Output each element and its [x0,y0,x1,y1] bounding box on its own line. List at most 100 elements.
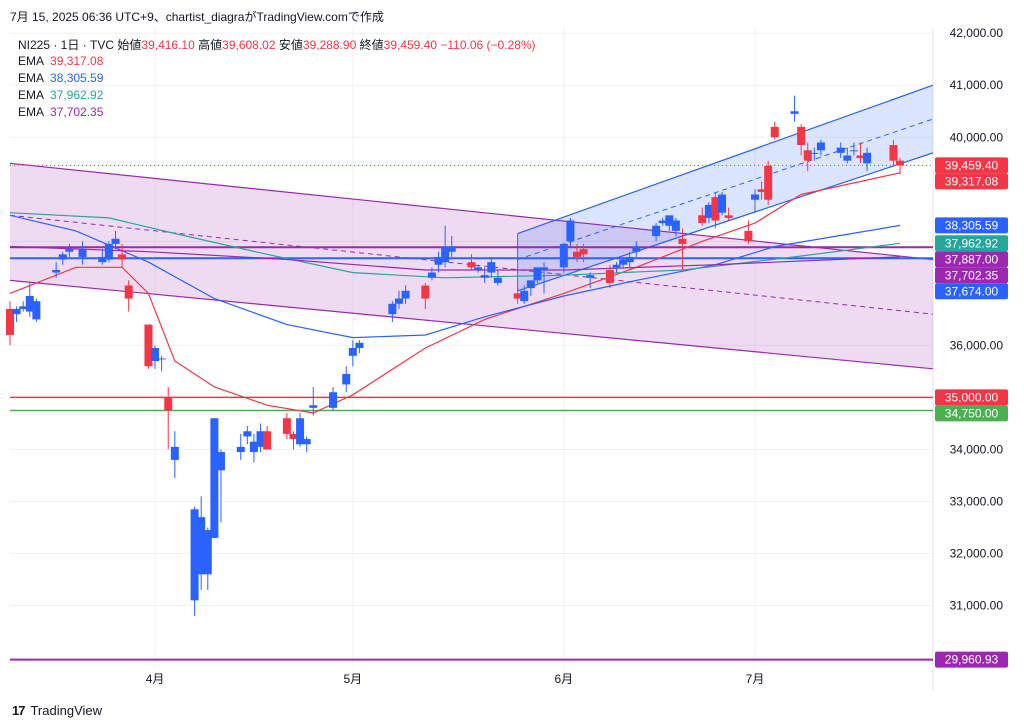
candle-body [474,267,483,270]
candle-body [65,249,74,252]
candle-body [236,446,245,453]
candle-body [586,275,595,278]
ema-legend-3[interactable]: EMA 37,962.92 [18,88,103,102]
candle [579,243,588,263]
candle-body [816,142,825,151]
candle [849,142,858,156]
candle-body [625,256,634,263]
candle [348,340,357,367]
candle-body [704,204,713,218]
candle [704,202,713,224]
candle [203,527,212,590]
price-tag-bg [935,405,1008,422]
down-channel-lower [9,279,934,370]
x-tick-label: 5月 [343,672,362,686]
candle [764,160,773,205]
candle [810,147,819,161]
candle-body [421,285,430,299]
low-value: 39,288.90 [302,38,357,52]
price-tag-label: 37,962.92 [945,236,999,250]
candle-body [401,290,410,299]
candle-body [164,397,173,411]
candle-body [296,418,305,445]
ema-value: 39,317.08 [50,54,104,68]
candle-body [19,306,28,309]
tradingview-footer[interactable]: 17 TradingView [12,703,102,718]
low-label: 安値 [278,38,303,52]
candle-body [388,303,397,315]
candle-body [770,126,779,138]
candle-body [803,150,812,161]
candle-body [32,301,41,320]
candle [889,139,898,166]
candle [447,236,456,257]
candle [586,272,595,289]
candle-body [427,272,436,278]
ema-lines [9,172,901,414]
candle [25,282,34,317]
ema-value: 38,305.59 [50,71,104,85]
candle-body [329,392,338,408]
price-tag: 37,887.00 [935,251,1008,268]
ema-legend-1[interactable]: EMA 39,317.08 [18,54,103,68]
candle [566,217,575,247]
candle-body [52,269,61,273]
ema-value: 37,702.35 [50,105,104,119]
candle-body [249,441,258,453]
candle [678,228,687,270]
candle-body [513,293,522,299]
candle [843,147,852,164]
candle [157,355,166,372]
candle [836,142,845,159]
candle [58,251,67,265]
y-tick-label: 36,000.00 [950,338,1004,352]
ema-line [9,245,901,271]
candle [256,423,265,453]
price-tag: 29,960.93 [935,651,1008,668]
price-tag: 37,962.92 [935,235,1008,252]
candle-body [757,189,766,192]
candle-body [58,254,67,260]
ema-label: EMA [18,54,45,68]
candle-body [348,348,357,356]
ema-legend-2[interactable]: EMA 38,305.59 [18,71,103,85]
price-tag-label: 34,750.00 [945,406,999,420]
candle [329,387,338,411]
candle-body [764,165,773,200]
candle-body [157,358,166,360]
candle [803,142,812,172]
candle [243,426,252,445]
candle-body [533,267,542,281]
candle-body [711,197,720,221]
candle [474,264,483,273]
candle [612,262,621,273]
candle-body [203,530,212,575]
candle [309,387,318,416]
candle [78,241,87,265]
candle [388,301,397,322]
candle-body [612,264,621,268]
candle [401,285,410,304]
candle [52,262,61,278]
price-axis: 42,000.0041,000.0040,000.0038,000.0036,0… [950,26,1004,612]
candle-body [216,452,225,471]
candle [282,413,291,440]
candle-body [289,433,298,440]
down-channel-mid [9,214,934,315]
candle-body [309,405,318,408]
candle-body [12,308,21,315]
candle-body [658,220,667,224]
y-tick-label: 31,000.00 [950,599,1004,613]
ema-legend-4[interactable]: EMA 37,702.35 [18,105,103,119]
candle [632,241,641,257]
candle-body [896,160,905,166]
candle [441,225,450,268]
candle-body [111,238,120,244]
candle-body [447,246,456,252]
candle [12,306,21,322]
candle [480,267,489,283]
candle-body [124,285,133,299]
price-tag-label: 35,000.00 [945,390,999,404]
candle [513,288,522,304]
